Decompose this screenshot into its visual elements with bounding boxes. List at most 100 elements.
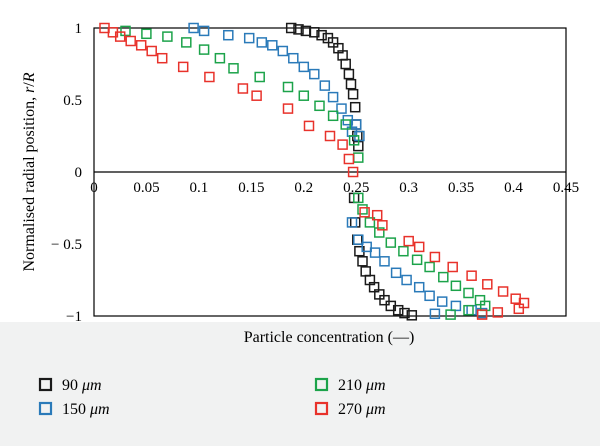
data-point xyxy=(399,307,410,319)
x-tick-label: 0.2 xyxy=(294,180,313,196)
data-point xyxy=(251,90,262,101)
data-point xyxy=(348,135,360,146)
legend-label: 210 μm xyxy=(338,377,386,394)
data-point xyxy=(450,300,462,312)
legend-swatch xyxy=(314,401,329,416)
data-point xyxy=(403,235,414,247)
data-point xyxy=(288,52,299,64)
data-point xyxy=(327,91,339,103)
y-tick-label: 0 xyxy=(75,165,83,181)
data-point xyxy=(120,25,131,37)
data-point xyxy=(340,119,351,130)
data-point xyxy=(336,103,347,114)
data-point xyxy=(385,237,397,248)
data-point xyxy=(359,207,370,218)
data-point xyxy=(135,40,147,51)
y-tick-label: 1 xyxy=(75,21,83,37)
data-point xyxy=(146,45,157,57)
legend-swatch xyxy=(38,377,53,392)
data-point xyxy=(513,303,525,315)
legend: 90 μm 150 μm 210 μm 270 μm xyxy=(38,377,386,418)
legend-item: 270 μm xyxy=(314,401,386,418)
x-axis-ticks: 0 0.05 0.1 0.15 0.2 0.25 0.3 0.35 0.4 0.45 xyxy=(90,180,579,196)
legend-item: 90 μm xyxy=(38,377,102,394)
data-point xyxy=(413,241,425,253)
data-point xyxy=(309,27,320,38)
data-point xyxy=(411,254,423,266)
legend-label: 270 μm xyxy=(338,401,386,418)
data-point xyxy=(447,261,458,273)
data-point xyxy=(398,245,409,257)
data-point xyxy=(198,25,210,37)
data-point xyxy=(327,37,339,48)
legend-swatch xyxy=(314,377,329,392)
data-point xyxy=(476,309,488,320)
data-point xyxy=(319,80,331,91)
data-point xyxy=(350,119,362,130)
data-point xyxy=(482,279,493,290)
data-point xyxy=(343,68,355,80)
data-point xyxy=(413,281,425,293)
series-3-points xyxy=(99,22,530,320)
data-point xyxy=(450,280,462,292)
x-tick-label: 0.45 xyxy=(553,180,579,196)
data-point xyxy=(303,120,315,132)
data-point xyxy=(463,304,474,316)
x-tick-label: 0.3 xyxy=(399,180,418,196)
data-point xyxy=(293,24,304,35)
y-axis-ticks: 1 0.5 0 − 0.5 −1 xyxy=(51,21,82,325)
x-tick-label: 0.25 xyxy=(343,180,369,196)
data-point xyxy=(282,81,294,93)
data-point xyxy=(337,139,348,150)
data-points xyxy=(99,22,530,321)
data-point xyxy=(438,271,449,283)
data-point xyxy=(347,88,359,100)
x-tick-label: 0 xyxy=(90,180,98,196)
y-tick-label: −1 xyxy=(66,309,82,325)
data-point xyxy=(349,101,361,113)
data-point xyxy=(369,247,381,258)
data-point xyxy=(188,22,199,34)
data-point xyxy=(162,31,173,42)
x-tick-label: 0.15 xyxy=(238,180,264,196)
data-point xyxy=(347,166,359,178)
data-point xyxy=(324,130,336,142)
data-point xyxy=(497,286,509,297)
data-point xyxy=(353,192,364,204)
data-point xyxy=(379,294,390,306)
data-point xyxy=(353,234,364,245)
data-point xyxy=(429,308,441,320)
data-point xyxy=(198,44,210,55)
legend-item: 210 μm xyxy=(314,377,386,394)
data-point xyxy=(377,220,388,231)
data-point xyxy=(181,37,192,48)
legend-panel xyxy=(0,322,600,446)
data-point xyxy=(429,251,441,263)
data-point xyxy=(309,68,320,80)
data-point xyxy=(392,304,404,316)
data-point xyxy=(463,287,474,299)
data-point xyxy=(371,209,383,221)
data-point xyxy=(436,296,448,307)
data-point xyxy=(390,267,402,279)
data-point xyxy=(177,61,189,73)
data-point xyxy=(204,71,215,83)
x-tick-label: 0.35 xyxy=(448,180,474,196)
legend-label: 150 μm xyxy=(62,401,110,418)
data-point xyxy=(214,52,226,64)
y-tick-label: − 0.5 xyxy=(51,237,82,253)
data-point xyxy=(492,307,504,318)
legend-swatch xyxy=(38,401,53,416)
data-point xyxy=(285,22,297,34)
data-point xyxy=(141,28,152,40)
data-point xyxy=(374,227,385,238)
data-point xyxy=(298,90,310,101)
data-point xyxy=(357,204,368,215)
data-point xyxy=(156,52,168,64)
x-tick-label: 0.4 xyxy=(504,180,523,196)
data-point xyxy=(125,35,136,47)
data-point xyxy=(340,58,351,70)
x-tick-label: 0.05 xyxy=(133,180,159,196)
legend-item: 150 μm xyxy=(38,401,110,418)
